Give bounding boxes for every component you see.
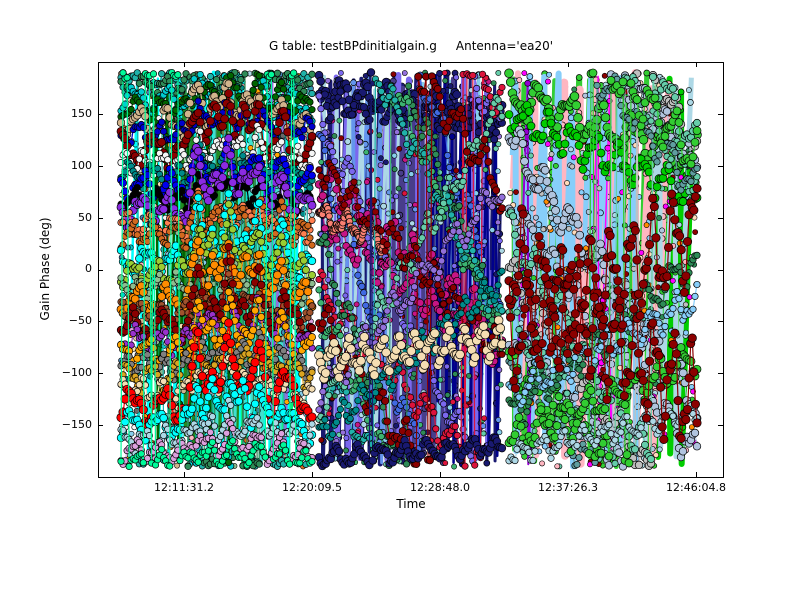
- x-axis-label: Time: [396, 497, 426, 511]
- y-tick-label: −150: [61, 418, 92, 431]
- x-tick-label: 12:11:31.2: [154, 481, 214, 494]
- y-tick-label: −100: [61, 366, 92, 379]
- y-tick-label: −50: [68, 314, 92, 327]
- y-tick-label: 0: [85, 262, 92, 275]
- plot-title: G table: testBPdinitialgain.g Antenna='e…: [268, 39, 554, 53]
- x-tick-label: 12:46:04.8: [666, 481, 726, 494]
- y-tick-label: 100: [71, 159, 92, 172]
- x-tick-label: 12:37:26.3: [538, 481, 598, 494]
- x-tick-label: 12:20:09.5: [282, 481, 342, 494]
- y-tick-label: 150: [71, 107, 92, 120]
- x-tick-label: 12:28:48.0: [410, 481, 470, 494]
- y-tick-label: 50: [78, 211, 92, 224]
